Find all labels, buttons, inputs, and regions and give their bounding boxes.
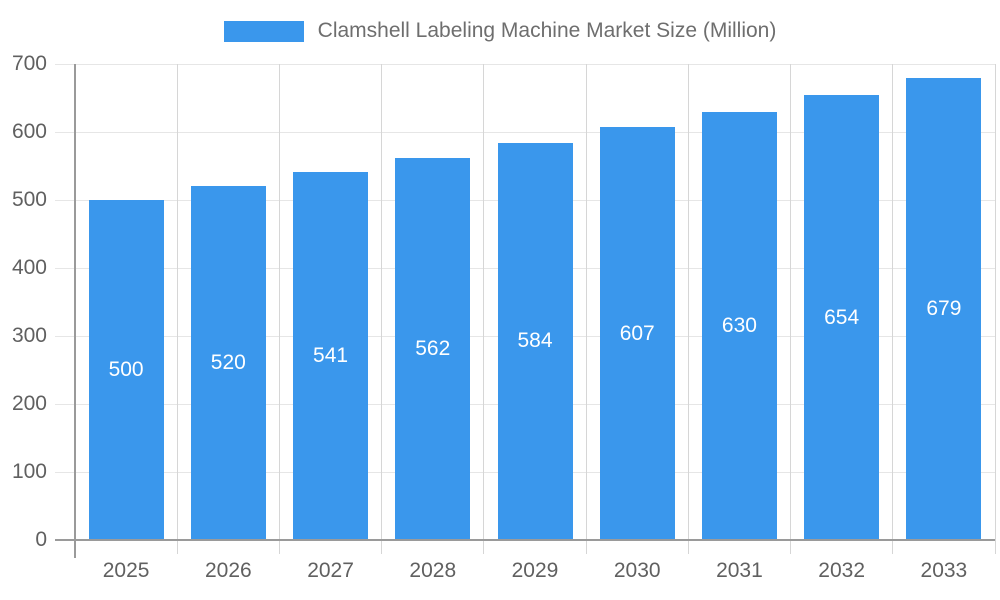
x-gridline: [585, 64, 587, 554]
x-gridline: [687, 64, 689, 554]
bar-2027[interactable]: [293, 172, 369, 540]
x-gridline: [790, 64, 792, 554]
y-axis-tick-label: 500: [11, 188, 47, 211]
bar-2026[interactable]: [190, 186, 266, 540]
bar-2032[interactable]: [804, 95, 880, 540]
y-axis-tick-label: 300: [11, 324, 47, 347]
bar-2025[interactable]: [88, 200, 164, 540]
x-axis-line: [55, 539, 995, 541]
plot-area: 0 100 200 300 400 500 600 700 500 2025 520 2026 541 2…: [12, 52, 996, 582]
y-axis-tick-label: 100: [11, 460, 47, 483]
x-axis-tick-label: 2031: [716, 559, 763, 582]
x-axis-tick-label: 2027: [307, 559, 354, 582]
legend-swatch: [223, 20, 304, 42]
x-gridline: [994, 64, 996, 554]
y-axis-tick-label: 400: [11, 256, 47, 279]
bar-2030[interactable]: [599, 127, 675, 540]
bar-2028[interactable]: [395, 157, 471, 540]
bar-2033[interactable]: [906, 78, 982, 540]
x-axis-tick-label: 2033: [920, 559, 968, 582]
x-gridline: [278, 64, 280, 554]
x-axis-tick-label: 2030: [613, 559, 661, 582]
y-axis-tick-label: 600: [11, 120, 47, 143]
x-axis-tick-label: 2025: [102, 559, 150, 582]
bar-2029[interactable]: [497, 142, 573, 540]
y-axis-line: [74, 64, 76, 558]
bar-2031[interactable]: [701, 111, 777, 540]
y-gridline: [55, 131, 995, 133]
x-axis-tick-label: 2026: [204, 559, 252, 582]
x-gridline: [892, 64, 894, 554]
x-axis-tick-label: 2028: [409, 559, 457, 582]
y-axis-tick-label: 0: [35, 528, 47, 551]
x-axis-tick-label: 2029: [511, 559, 559, 582]
x-gridline: [483, 64, 485, 554]
x-axis-tick-label: 2032: [818, 559, 866, 582]
y-gridline: [55, 63, 995, 65]
chart-legend-item[interactable]: Clamshell Labeling Machine Market Size (…: [0, 14, 1000, 48]
y-axis-tick-label: 700: [11, 52, 47, 75]
x-gridline: [381, 64, 383, 554]
legend-label: Clamshell Labeling Machine Market Size (…: [317, 19, 777, 42]
y-axis-tick-label: 200: [11, 392, 47, 415]
x-gridline: [176, 64, 178, 554]
